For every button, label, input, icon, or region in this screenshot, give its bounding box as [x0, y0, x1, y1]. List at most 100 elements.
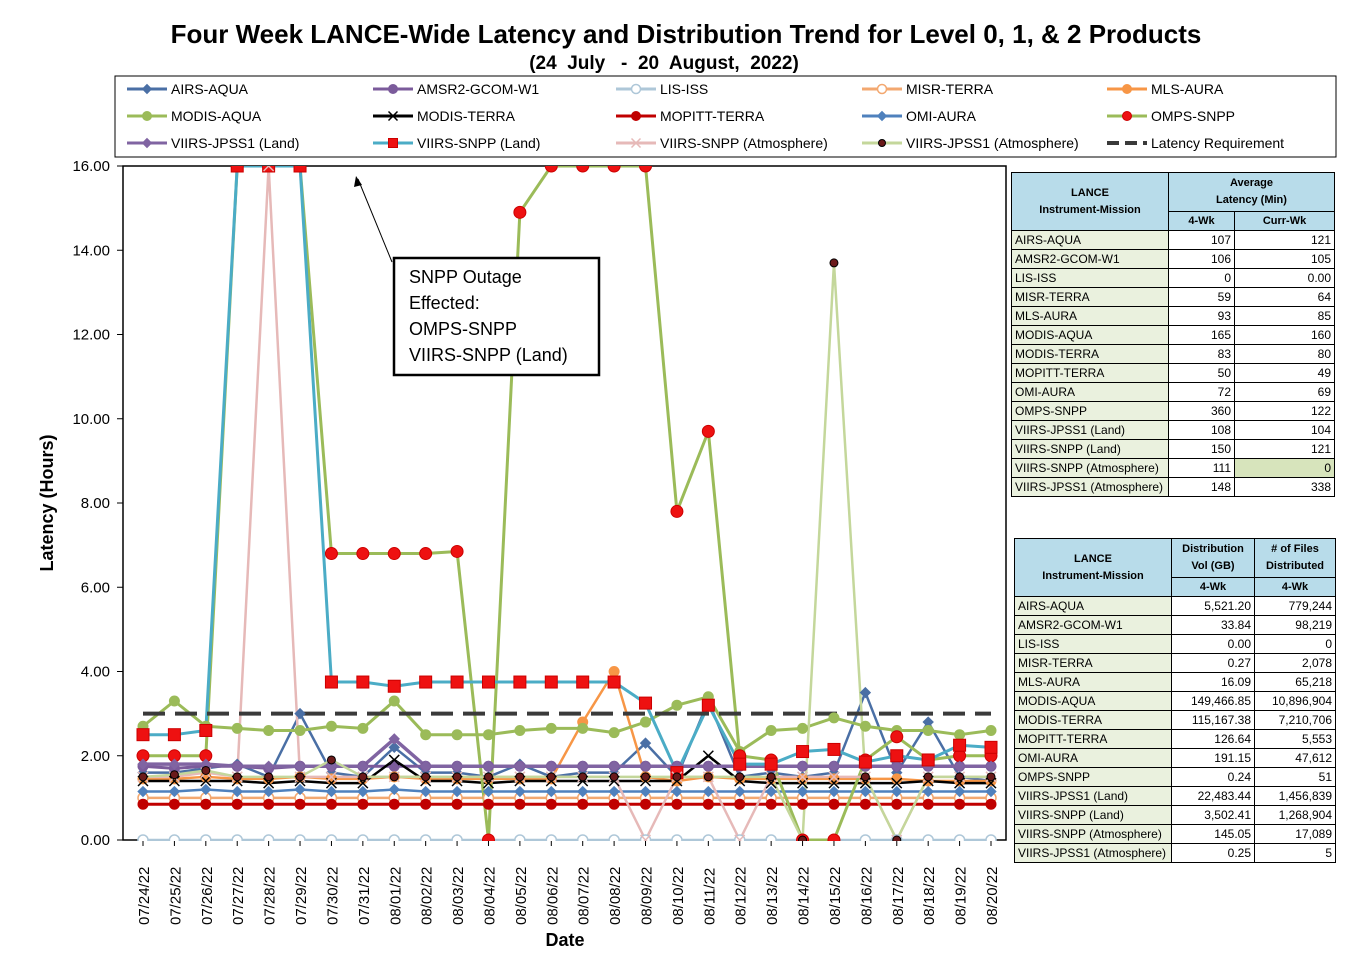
distribution-files-cell: 51: [1254, 767, 1336, 787]
latency-row: OMPS-SNPP 360 122: [1011, 401, 1335, 421]
point-viirs-jpss1-atmosphere: [986, 772, 996, 782]
series-line-viirs-jpss1-atmosphere: [142, 261, 991, 841]
point-lis-iss: [576, 834, 589, 841]
point-airs-aqua: [294, 707, 306, 720]
point-viirs-snpp-land: [827, 742, 841, 756]
point-omps-snpp: [513, 205, 527, 219]
legend: AIRS-AQUA AMSR2-GCOM-W1 LIS-ISS MISR-TERRA M…: [127, 81, 1284, 151]
point-mopitt-terra: [985, 798, 997, 810]
point-omi-aura: [200, 783, 212, 796]
point-omi-aura: [137, 785, 149, 798]
point-mopitt-terra: [954, 798, 966, 810]
point-viirs-snpp-land: [607, 675, 621, 689]
point-mopitt-terra: [325, 798, 337, 810]
header-line: Vol (GB): [1191, 560, 1235, 572]
point-omi-aura: [859, 785, 872, 798]
point-viirs-snpp-atmosphere: [734, 834, 746, 841]
point-modis-aqua: [168, 695, 180, 707]
latency-row: VIIRS-JPSS1 (Land) 108 104: [1011, 420, 1335, 440]
x-tick-label: 08/05/22: [513, 867, 530, 925]
point-modis-aqua: [985, 724, 997, 736]
point-viirs-jpss1-atmosphere: [578, 772, 588, 782]
legend-label: MODIS-AQUA: [171, 108, 262, 124]
point-mopitt-terra: [797, 798, 809, 810]
annotation-line: SNPP Outage: [409, 267, 522, 287]
latency-table: LANCE Instrument-Mission Average Latency…: [1011, 172, 1335, 497]
y-tick-label: 6.00: [81, 579, 110, 596]
distribution-header-instrument: LANCE Instrument-Mission: [1014, 538, 1172, 597]
point-omi-aura: [231, 785, 243, 798]
point-amsr2-gcom-w1: [388, 760, 400, 772]
distribution-files-cell: 17,089: [1254, 824, 1336, 844]
distribution-files-cell: 5,553: [1254, 729, 1336, 749]
point-mopitt-terra: [545, 798, 557, 810]
point-viirs-snpp-land: [450, 675, 464, 689]
point-viirs-jpss1-atmosphere: [609, 772, 619, 782]
header-line: Distributed: [1265, 560, 1325, 572]
latency-instrument-cell: MODIS-TERRA: [1011, 344, 1169, 364]
point-omi-aura: [325, 785, 338, 798]
legend-label: OMI-AURA: [906, 108, 977, 124]
point-viirs-snpp-atmosphere: [797, 771, 809, 783]
legend-label: MLS-AURA: [1151, 81, 1224, 97]
latency-currwk-cell: 338: [1234, 477, 1335, 497]
latency-4wk-cell: 83: [1167, 344, 1236, 364]
legend-marker: [387, 110, 399, 122]
point-viirs-snpp-land: [136, 728, 150, 742]
series-line-modis-terra: [143, 754, 991, 785]
distribution-volume-cell: 0.24: [1171, 767, 1255, 787]
header-line: Instrument-Mission: [1039, 203, 1141, 216]
latency-row: MLS-AURA 93 85: [1011, 306, 1335, 326]
point-omi-aura: [891, 785, 903, 798]
x-tick-label: 07/31/22: [356, 867, 373, 925]
x-tick-label: 07/30/22: [324, 867, 341, 925]
legend-marker: [388, 138, 398, 148]
point-viirs-jpss1-atmosphere: [641, 772, 651, 782]
point-omi-aura: [482, 785, 495, 798]
y-tick-label: 12.00: [72, 327, 110, 344]
point-modis-aqua: [231, 722, 243, 734]
x-tick-label: 08/08/22: [607, 867, 624, 925]
series-markers: [136, 166, 998, 841]
latency-instrument-cell: LIS-ISS: [1011, 268, 1169, 288]
point-viirs-snpp-atmosphere: [325, 771, 337, 783]
point-omps-snpp: [701, 424, 715, 438]
point-lis-iss: [137, 834, 149, 841]
latency-4wk-cell: 107: [1167, 230, 1236, 250]
point-viirs-jpss1-land: [168, 758, 181, 770]
x-tick-label: 07/26/22: [199, 867, 216, 925]
latency-currwk-cell: 69: [1234, 382, 1335, 402]
point-modis-aqua: [357, 722, 369, 734]
distribution-files-cell: 47,612: [1254, 748, 1336, 768]
latency-4wk-cell: 150: [1167, 439, 1236, 459]
distribution-volume-cell: 145.05: [1171, 824, 1255, 844]
point-viirs-jpss1-atmosphere: [798, 835, 808, 841]
point-omps-snpp: [387, 547, 401, 561]
point-omi-aura: [357, 785, 369, 798]
point-viirs-jpss1-land: [608, 760, 620, 772]
point-viirs-jpss1-atmosphere: [515, 772, 525, 782]
point-omi-aura: [576, 785, 589, 798]
point-mopitt-terra: [357, 798, 369, 810]
series-lines: [142, 166, 992, 841]
latency-currwk-cell: 80: [1234, 344, 1335, 364]
legend-label: MODIS-TERRA: [417, 108, 516, 124]
latency-currwk-cell: 160: [1234, 325, 1335, 345]
latency-instrument-cell: MODIS-AQUA: [1011, 325, 1169, 345]
latency-currwk-cell: 104: [1234, 420, 1335, 440]
distribution-volume-cell: 149,466.85: [1171, 691, 1255, 711]
distribution-row: AIRS-AQUA 5,521.20 779,244: [1014, 596, 1336, 616]
point-viirs-jpss1-atmosphere: [138, 772, 148, 782]
legend-label: LIS-ISS: [660, 81, 708, 97]
point-viirs-jpss1-atmosphere: [358, 772, 368, 782]
point-viirs-jpss1-atmosphere: [546, 772, 556, 782]
distribution-volume-cell: 5,521.20: [1171, 596, 1255, 616]
latency-4wk-cell: 93: [1167, 306, 1236, 326]
point-viirs-snpp-land: [293, 166, 307, 173]
point-viirs-jpss1-atmosphere: [452, 772, 462, 782]
point-viirs-snpp-land: [419, 675, 433, 689]
point-mopitt-terra: [451, 798, 463, 810]
distribution-subheader-files-4wk: 4-Wk: [1254, 577, 1336, 597]
point-viirs-jpss1-atmosphere: [892, 835, 902, 841]
point-omi-aura: [451, 785, 463, 798]
